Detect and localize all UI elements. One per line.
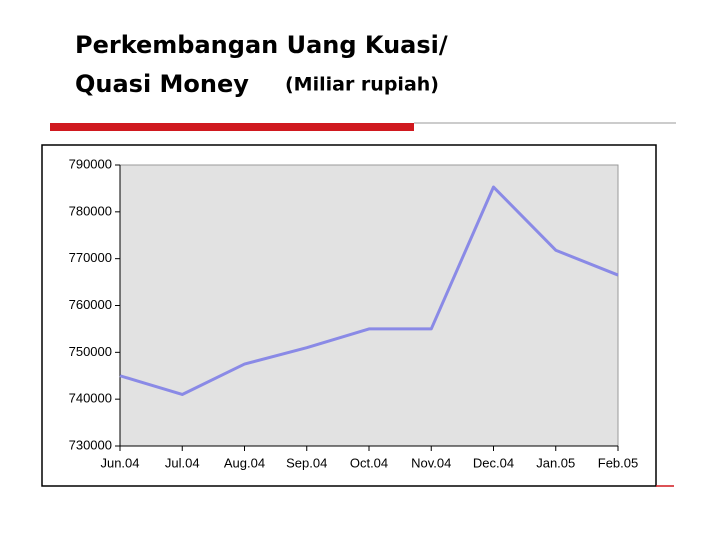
y-tick-label: 780000 (69, 203, 112, 218)
y-tick-label: 730000 (69, 437, 112, 452)
x-tick-label: Aug.04 (224, 455, 265, 470)
title: Perkembangan Uang Kuasi/ (75, 31, 448, 59)
x-tick-label: Oct.04 (350, 455, 388, 470)
y-tick-label: 770000 (69, 250, 112, 265)
x-tick-label: Dec.04 (473, 455, 514, 470)
data-line (119, 185, 619, 396)
x-tick-label: Jun.04 (100, 455, 139, 470)
y-tick-label: 740000 (69, 391, 112, 406)
divider-red (50, 123, 414, 131)
chart: 730000 740000 750000 760000 770000 780000 7900… (69, 156, 639, 470)
x-tick-label: Jan.05 (536, 455, 575, 470)
title: Quasi Money (75, 70, 249, 98)
y-tick-label: 750000 (69, 344, 112, 359)
x-tick-label: Sep.04 (286, 455, 327, 470)
plot-area (119, 164, 619, 447)
x-tick-label: Jul.04 (165, 455, 200, 470)
y-tick-label: 790000 (69, 156, 112, 171)
y-tick-label: 760000 (69, 297, 112, 312)
x-tick-label: Feb.05 (598, 455, 638, 470)
x-tick-label: Nov.04 (411, 455, 451, 470)
subtitle: (Miliar rupiah) (285, 74, 439, 96)
